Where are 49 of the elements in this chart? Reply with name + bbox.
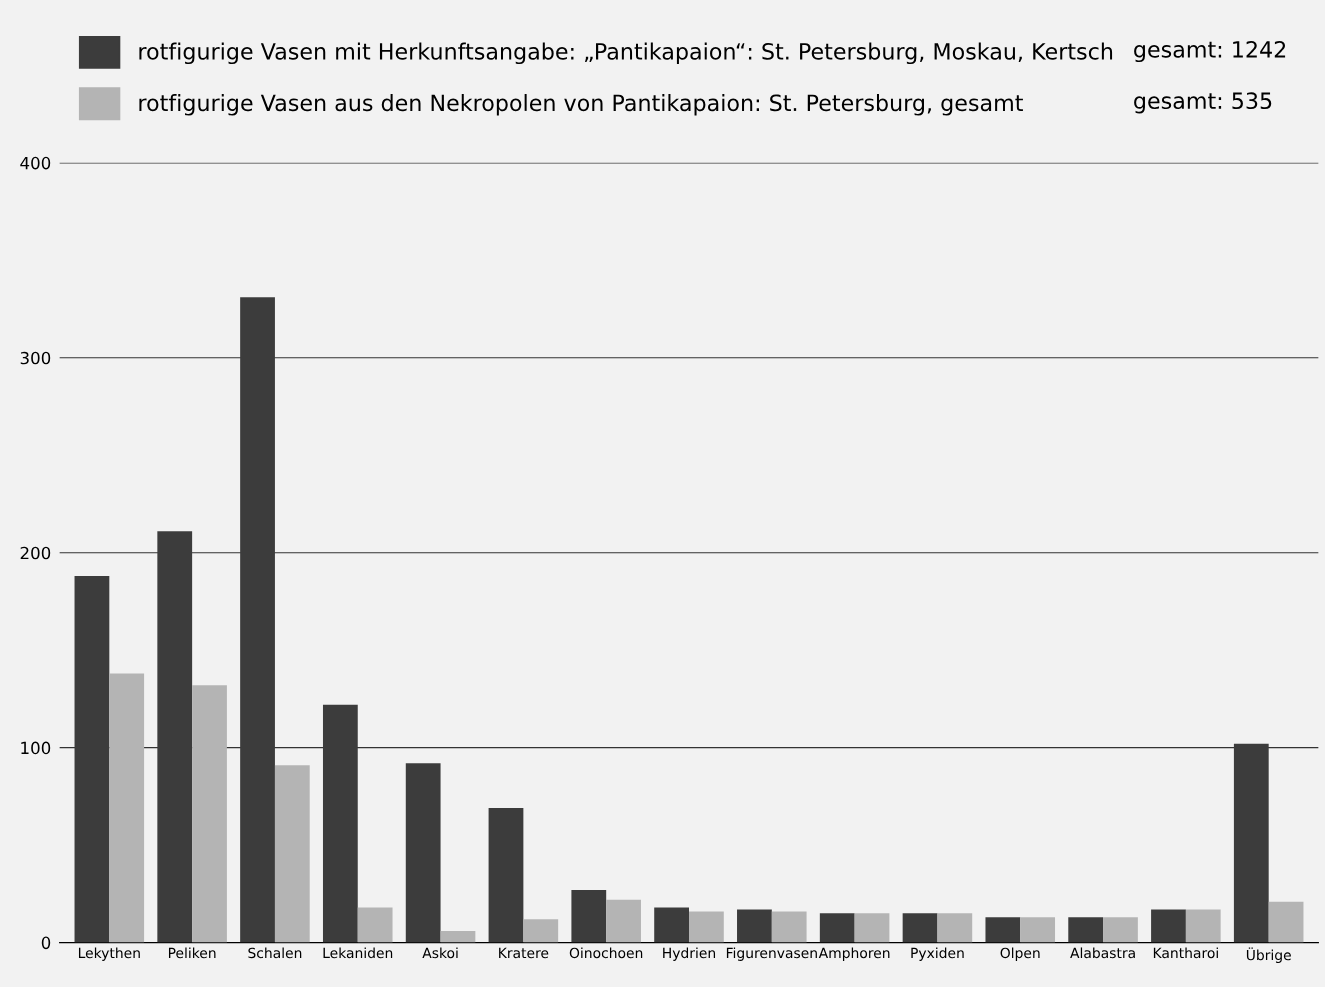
bar: [405, 763, 441, 943]
bar: [737, 909, 772, 943]
y-tick-label: 300: [20, 351, 51, 365]
text: gesamt: 1242: [1134, 40, 1286, 63]
bar: [109, 673, 145, 943]
bar: [689, 911, 724, 943]
bar: [1068, 917, 1104, 943]
x-tick-label: Lekythen: [78, 947, 140, 961]
bar: [819, 913, 855, 943]
bar: [1185, 909, 1221, 943]
bar: [523, 919, 559, 943]
bar: [1103, 917, 1138, 943]
text: gesamt: 535: [1134, 92, 1272, 114]
bar: [1020, 917, 1056, 943]
bar: [902, 913, 938, 943]
bar: [606, 899, 641, 943]
bar: [854, 913, 890, 943]
x-tick-label: Amphoren: [818, 947, 890, 961]
bar: [488, 808, 524, 943]
x-tick-label: Peliken: [168, 947, 216, 959]
x-tick-label: Olpen: [1000, 947, 1040, 961]
x-tick-label: Askoi: [422, 947, 458, 959]
x-tick-label: Kantharoi: [1153, 947, 1218, 959]
x-tick-label: Übrige: [1246, 947, 1291, 963]
x-tick-label: Kratere: [499, 947, 549, 959]
y-tick-label: 200: [20, 546, 51, 560]
x-tick-label: Hydrien: [663, 947, 716, 961]
legend-label: rotfigurige Vasen aus den Nekropolen von Pantikapaion: St. Petersburg, gesamt: [139, 94, 1023, 116]
x-tick-label: Pyxiden: [911, 947, 964, 961]
x-tick-label: Lekaniden: [323, 947, 393, 959]
bar: [192, 685, 227, 943]
bar: [654, 907, 689, 943]
bar: [1151, 909, 1186, 943]
x-tick-label: Alabastra: [1070, 947, 1135, 959]
x-tick-label: Schalen: [248, 947, 302, 959]
bar: [274, 765, 310, 943]
x-tick-label: Figurenvasen: [726, 947, 817, 961]
x-tick-label: Oinochoen: [569, 947, 643, 959]
legend-label: rotfigurige Vasen mit Herkunftsangabe: „Pantikapaion“: St. Petersburg, Moskau, Kertsch: [139, 42, 1113, 65]
y-tick-label: 0: [41, 936, 51, 950]
bar: [771, 911, 807, 943]
bar: [357, 907, 393, 943]
bar: [571, 889, 607, 943]
y-tick-label: 400: [20, 156, 51, 170]
bar: [1268, 901, 1304, 943]
y-tick-label: 100: [21, 741, 51, 755]
bar: [440, 930, 476, 943]
bar: [985, 917, 1021, 943]
bar: [937, 913, 973, 943]
